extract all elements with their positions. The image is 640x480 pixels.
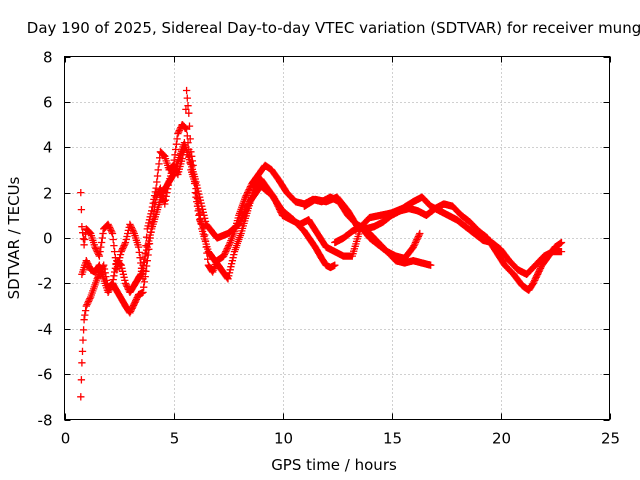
- x-tick-label: 15: [383, 430, 402, 448]
- marker-path: [78, 139, 339, 297]
- x-tick-label: 20: [492, 430, 511, 448]
- series-track-c: [78, 139, 339, 297]
- y-tick-label: -6: [38, 366, 53, 384]
- y-tick-labels: -8 -6 -4 -2 0 2 4 6 8: [38, 49, 53, 430]
- x-tick-label: 5: [170, 430, 180, 448]
- y-tick-label: -4: [38, 321, 53, 339]
- y-tick-label: 2: [43, 185, 53, 203]
- y-tick-label: 8: [43, 49, 53, 67]
- x-axis-label: GPS time / hours: [271, 456, 397, 474]
- x-tick-label: 0: [61, 430, 71, 448]
- x-tick-label: 25: [601, 430, 620, 448]
- y-tick-label: 6: [43, 94, 53, 112]
- series-track-e: [331, 223, 424, 263]
- marker-path: [331, 223, 424, 263]
- chart-title: Day 190 of 2025, Sidereal Day-to-day VTE…: [27, 19, 640, 37]
- y-axis-label: SDTVAR / TECUs: [5, 176, 23, 299]
- marker-path: [77, 120, 435, 283]
- y-tick-label: 0: [43, 230, 53, 248]
- data-series: [77, 86, 566, 401]
- x-tick-label: 10: [274, 430, 293, 448]
- x-tick-labels: 0 5 10 15 20 25: [61, 430, 620, 448]
- y-tick-label: -8: [38, 412, 53, 430]
- axis-ticks: [64, 56, 611, 421]
- y-tick-label: 4: [43, 139, 53, 157]
- series-track-b: [77, 120, 435, 283]
- y-tick-label: -2: [38, 275, 53, 293]
